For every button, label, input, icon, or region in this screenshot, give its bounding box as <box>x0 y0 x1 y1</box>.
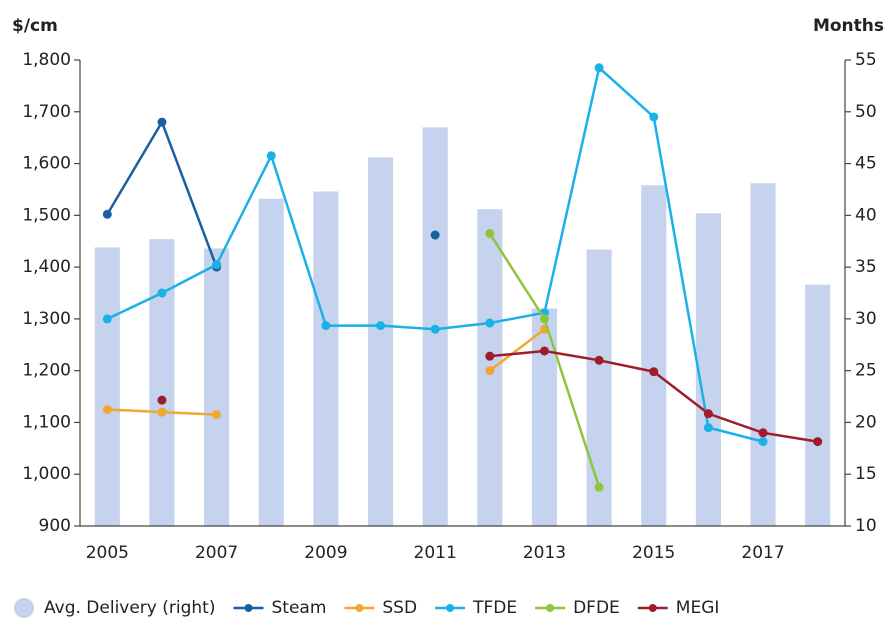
point <box>649 367 659 377</box>
bar <box>695 213 721 527</box>
y2-tick-label: 50 <box>855 102 877 122</box>
point <box>594 355 604 365</box>
y2-tick-label: 30 <box>855 309 877 329</box>
point <box>157 288 167 298</box>
bar <box>204 248 230 526</box>
point <box>102 314 112 324</box>
bar <box>531 308 558 526</box>
bar <box>641 185 667 526</box>
point <box>212 410 222 420</box>
point <box>321 321 331 331</box>
bar <box>367 157 394 526</box>
point <box>594 482 604 492</box>
bar <box>258 198 284 526</box>
bar <box>586 249 612 527</box>
legend-swatch <box>446 604 455 612</box>
point <box>102 405 112 414</box>
y2-tick-label: 10 <box>855 516 877 536</box>
point <box>539 314 549 324</box>
y2-tick-label: 55 <box>855 50 877 70</box>
y-tick-label: 1,800 <box>22 50 71 70</box>
y2-tick-label: 20 <box>855 412 877 432</box>
point <box>703 423 713 433</box>
legend-label: TFDE <box>472 598 517 618</box>
point <box>758 428 768 438</box>
point <box>485 366 495 376</box>
y-tick-label: 1,600 <box>22 154 71 174</box>
legend-label: DFDE <box>573 598 620 618</box>
legend-label: Avg. Delivery (right) <box>44 598 215 618</box>
y-tick-label: 1,200 <box>22 361 71 381</box>
point <box>266 151 276 161</box>
point <box>376 321 386 331</box>
point <box>649 112 659 122</box>
point <box>539 346 549 356</box>
legend-swatch <box>355 604 364 612</box>
y-tick-label: 1,000 <box>22 464 71 484</box>
bar <box>94 247 120 527</box>
bar <box>750 183 776 526</box>
legend-swatch <box>546 604 555 612</box>
y-tick-label: 1,400 <box>22 257 71 277</box>
y2-tick-label: 15 <box>855 464 877 484</box>
x-tick-label: 2013 <box>523 543 566 563</box>
point <box>157 395 167 405</box>
point <box>430 324 440 334</box>
y-tick-label: 1,500 <box>22 205 71 225</box>
y-tick-label: 900 <box>39 516 71 536</box>
legend-label: MEGI <box>676 598 720 618</box>
legend-label: Steam <box>271 598 326 618</box>
x-tick-label: 2007 <box>195 543 238 563</box>
point <box>703 409 713 419</box>
y-tick-label: 1,300 <box>22 309 71 329</box>
y2-tick-label: 40 <box>855 205 877 225</box>
point <box>430 230 440 240</box>
point <box>212 260 222 270</box>
point <box>813 437 823 447</box>
point <box>758 437 768 447</box>
y-tick-label: 1,700 <box>22 102 71 122</box>
point <box>157 117 167 127</box>
legend-swatch <box>648 604 657 612</box>
point <box>157 407 167 417</box>
x-tick-label: 2011 <box>414 543 457 563</box>
y-tick-label: 1,100 <box>22 412 71 432</box>
legend-swatch <box>14 598 34 618</box>
point <box>485 318 495 328</box>
y2-tick-label: 35 <box>855 257 877 277</box>
legend-label: SSD <box>382 598 417 618</box>
point <box>102 209 112 219</box>
y2-tick-label: 45 <box>855 154 877 174</box>
bar <box>313 191 339 526</box>
x-tick-label: 2005 <box>86 543 129 563</box>
point <box>485 228 495 238</box>
x-tick-label: 2009 <box>304 543 347 563</box>
bar <box>805 284 831 526</box>
y2-tick-label: 25 <box>855 361 877 381</box>
legend-swatch <box>244 604 253 612</box>
point <box>485 351 495 361</box>
x-tick-label: 2015 <box>632 543 675 563</box>
x-tick-label: 2017 <box>741 543 784 563</box>
bar <box>149 239 175 526</box>
y2-axis-title: Months <box>813 16 884 36</box>
y-axis-title: $/cm <box>12 16 58 36</box>
point <box>594 63 604 73</box>
